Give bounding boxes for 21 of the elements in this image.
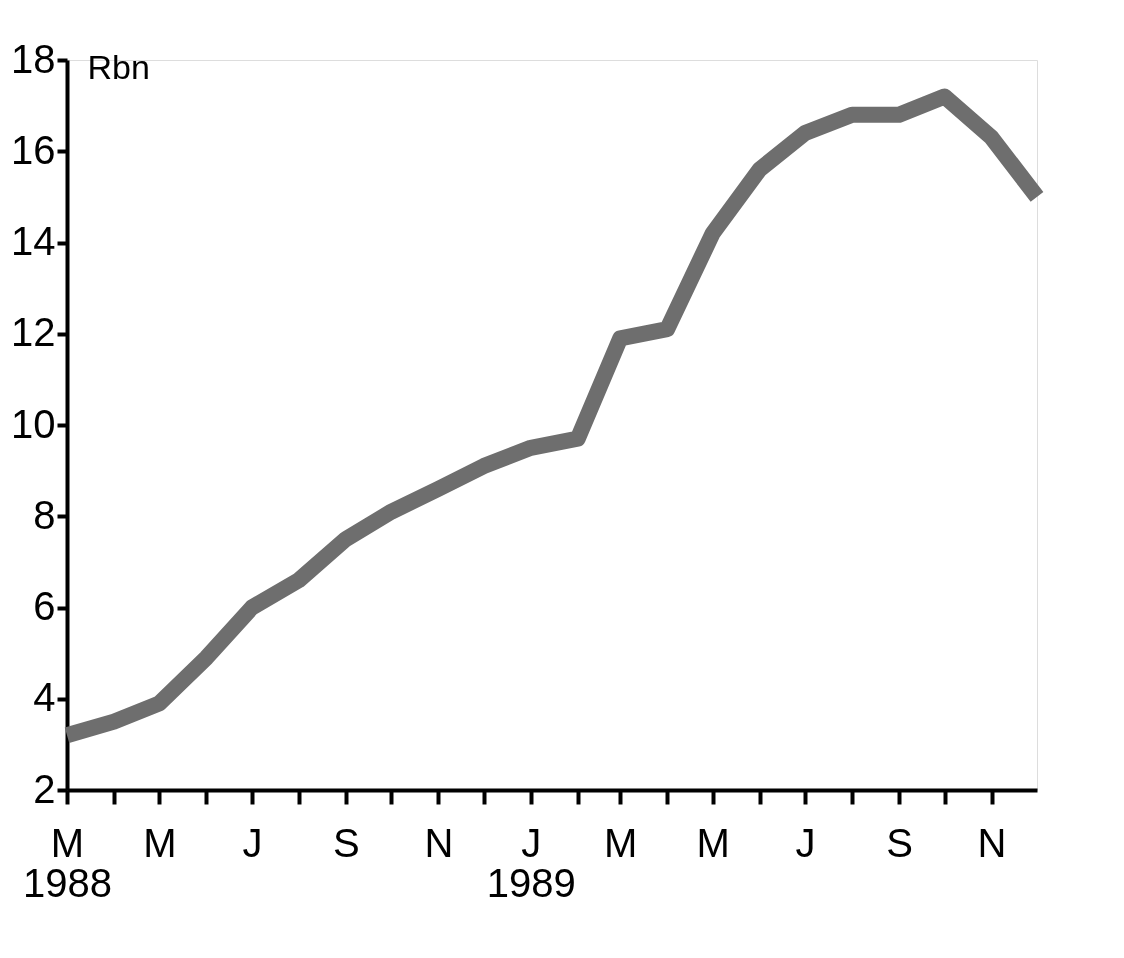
y-tick-label: 18 xyxy=(11,36,56,81)
y-tick-label: 12 xyxy=(11,310,56,355)
x-tick-label: M xyxy=(696,820,730,865)
y-tick-label: 6 xyxy=(33,584,56,628)
x-tick-label: J xyxy=(795,820,816,865)
x-tick-label: M xyxy=(604,820,638,865)
x-tick-label: J 1989 xyxy=(486,820,576,905)
y-tick-label: 16 xyxy=(11,127,56,172)
y-tick-label: 8 xyxy=(33,492,56,537)
x-tick-label: J xyxy=(242,820,263,865)
y-tick-label: 4 xyxy=(33,675,56,720)
x-tick-label: M xyxy=(143,820,177,865)
x-tick-label: N xyxy=(977,820,1007,865)
y-tick-label: 10 xyxy=(11,401,56,446)
x-tick-label: S xyxy=(886,820,913,865)
y-axis-title: Rbn xyxy=(87,47,150,86)
y-tick-label: 14 xyxy=(11,219,56,263)
y-tick-label: 2 xyxy=(33,766,56,811)
x-tick-label: N xyxy=(424,820,454,865)
x-tick-label: M 1988 xyxy=(23,820,112,905)
x-tick-label: S xyxy=(333,820,360,865)
